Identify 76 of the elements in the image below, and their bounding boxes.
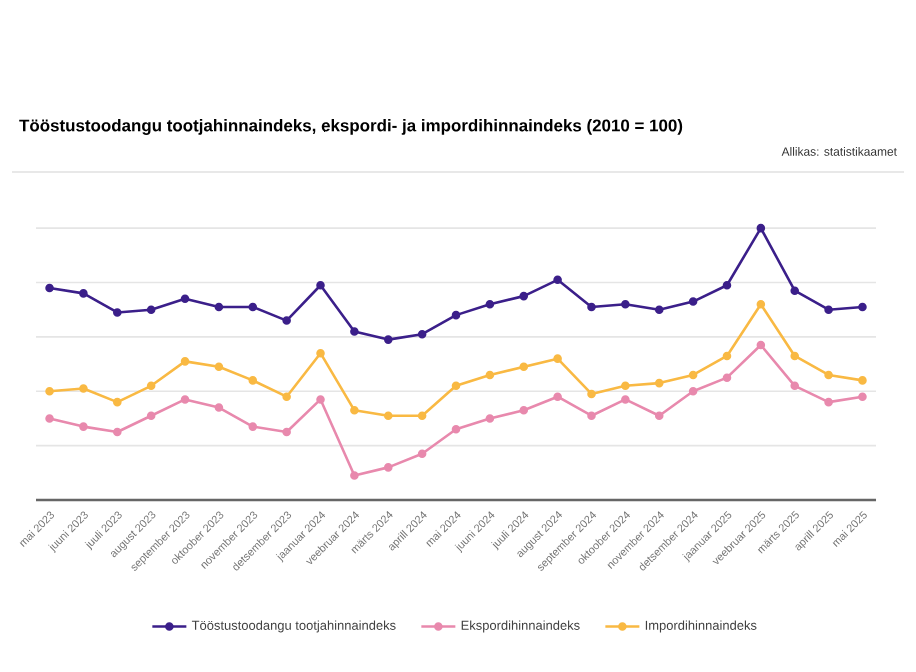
point [858,392,867,401]
point [316,280,325,290]
point [180,395,190,404]
point [587,389,596,399]
point [553,392,562,401]
point [519,406,529,415]
point [587,411,596,421]
point [756,299,766,309]
point [282,316,291,325]
point [824,397,833,407]
point [417,449,427,459]
point [248,302,258,312]
point [688,386,698,396]
point [316,348,325,358]
point [654,305,664,314]
point [722,280,732,290]
point [113,308,122,317]
point [417,329,427,339]
point [417,411,427,421]
point [45,386,54,396]
point [790,381,800,391]
point [79,422,88,431]
point [519,362,529,372]
point [146,305,156,314]
point [587,302,596,312]
point [722,373,732,382]
point [824,305,833,314]
point [113,397,122,407]
point [621,381,630,391]
point [350,327,359,336]
point [45,414,54,423]
point [858,376,867,385]
point [688,370,698,380]
point [214,403,224,412]
point [553,275,562,285]
point [722,351,732,361]
point [214,362,224,372]
point [621,395,630,404]
point [688,297,698,306]
point [248,422,258,431]
point [180,357,190,366]
point [350,471,359,480]
point [756,223,766,233]
point [756,340,766,350]
point [282,427,291,437]
point [383,335,393,344]
point [790,351,800,361]
point [113,427,122,437]
point [282,392,291,401]
point [180,294,190,304]
point [485,414,495,423]
point [79,289,88,298]
point [146,411,156,421]
chart-title: Tööstustoodangu tootjahinnaindeks, ekspordi- ja impordihinnaindeks (2010 = 100) [19,119,683,135]
point [383,463,393,472]
point [45,283,54,293]
point [621,299,630,309]
point [316,395,325,404]
point [553,354,562,363]
point [824,370,833,380]
point [248,376,258,385]
point [451,381,461,391]
point [350,406,359,415]
point [79,384,88,393]
point [451,425,461,434]
point [858,302,867,312]
point [790,286,800,295]
point [654,411,664,421]
point [654,378,664,388]
point [519,291,529,301]
point [485,370,495,380]
point [451,310,461,320]
point [214,302,224,312]
point [146,381,156,391]
point [485,299,495,309]
point [383,411,393,421]
